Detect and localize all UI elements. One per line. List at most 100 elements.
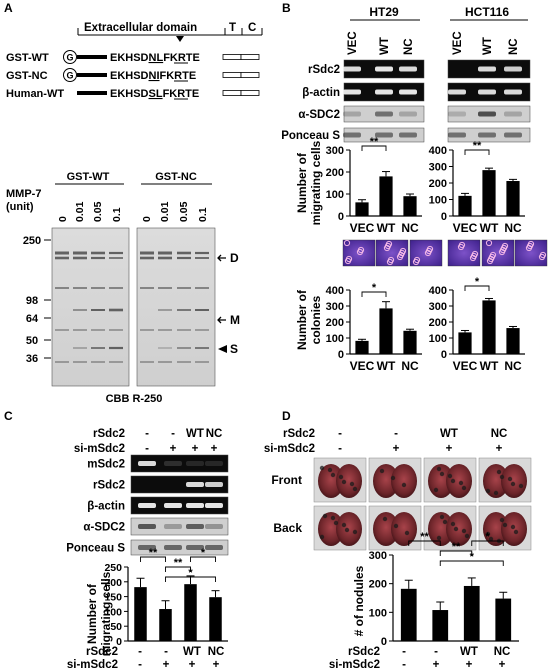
- y-tick-label: 200: [104, 577, 122, 589]
- domain-bracket: Extracellular domain T C: [77, 22, 263, 42]
- y-tick-label: 400: [326, 285, 344, 297]
- y-tick-label: 0: [441, 211, 447, 223]
- y-tick-label: 100: [326, 189, 344, 201]
- x-tick-label: WT: [480, 221, 499, 235]
- domain-bar: [77, 91, 107, 95]
- treatment-value: NC: [494, 646, 511, 658]
- y-tick-label: 300: [429, 162, 447, 174]
- significance-label: *: [485, 531, 490, 543]
- treatment-value: NC: [491, 428, 508, 440]
- panel-letter-b: B: [282, 1, 291, 15]
- gst-tag-icon: [63, 50, 77, 64]
- construct-sequence: EKHSDSLFKRTE: [110, 88, 199, 100]
- migration-ylabel-line1: Number of: [295, 152, 309, 213]
- blot-row-label: mSdc2: [87, 459, 125, 471]
- treatment-value: -: [402, 659, 406, 671]
- gel-header: GST-WT GST-NC MMP-7 (unit) 0 0.01 0.05 0.1 0…: [6, 171, 212, 222]
- cell-line-label-ht29: HT29: [369, 5, 399, 19]
- band-label-s: S: [230, 342, 238, 356]
- x-tick-label: VEC: [453, 359, 478, 373]
- blot-row-label: α-SDC2: [298, 109, 340, 121]
- gel-image: [51, 227, 216, 387]
- construct-row: GST-NC G EKHSDNIFKRTE: [6, 68, 260, 82]
- cyto-domain-box: [240, 54, 260, 60]
- dose-labels: 0 0.01 0.05 0.1 0 0.01 0.05 0.1: [57, 201, 209, 222]
- treatment-value: NC: [206, 428, 223, 440]
- panel-letter-a: A: [4, 1, 13, 15]
- y-tick-label: 100: [326, 333, 344, 345]
- tm-domain-box: [222, 72, 242, 78]
- lung-photo: [423, 457, 477, 503]
- y-tick-label: 100: [369, 607, 387, 619]
- y-tick-label: 100: [429, 195, 447, 207]
- chart-b-migration-hct116: 0 100 200 300 400 VEC WT NC **: [429, 140, 525, 235]
- y-tick-label: 50: [110, 621, 122, 633]
- gel-group-label-wt: GST-WT: [67, 171, 110, 183]
- bar: [482, 170, 496, 216]
- y-tick-label: 300: [326, 301, 344, 313]
- y-tick-label: 100: [104, 606, 122, 618]
- cell-image: [409, 239, 443, 267]
- dose-label: 0.05: [178, 201, 190, 222]
- construct-name: GST-NC: [6, 70, 48, 82]
- y-tick-label: 200: [326, 167, 344, 179]
- mw-marker-label: 250: [23, 235, 41, 247]
- treatment-value: WT: [186, 428, 204, 440]
- migration-cell-images: [342, 239, 548, 267]
- cyto-domain-box: [240, 90, 260, 96]
- panel-letter-d: D: [282, 409, 291, 423]
- bar: [134, 587, 147, 641]
- blot-strip: [130, 475, 229, 494]
- cell-image: [447, 239, 481, 267]
- treatment-value: -: [402, 646, 406, 658]
- treatment-value: +: [211, 443, 218, 455]
- chart-b-colonies-ht29: 0 100 200 300 400 VEC WT NC *: [326, 282, 422, 373]
- lung-photo: [478, 457, 532, 503]
- lung-images: [313, 457, 532, 551]
- blot-row-label: β-actin: [302, 87, 340, 99]
- arrow-left-icon: [217, 316, 226, 324]
- x-tick-label: WT: [377, 221, 396, 235]
- y-tick-label: 300: [326, 145, 344, 157]
- chart-b-colonies-hct116: 0 100 200 300 400 VEC WT NC *: [429, 276, 525, 373]
- panel-b: B HT29 HCT116 VEC WT NC VEC WT NC rSdc2β-acti…: [281, 1, 548, 373]
- x-tick-label: VEC: [453, 221, 478, 235]
- bar: [379, 176, 393, 216]
- treatment-value: WT: [183, 646, 201, 658]
- x-tick-label: NC: [401, 221, 419, 235]
- construct-sequence: EKHSDNLFKRTE: [110, 52, 200, 64]
- y-tick-label: 250: [104, 562, 122, 574]
- dose-label: 0.05: [92, 201, 104, 222]
- bar: [355, 202, 369, 216]
- treatment-value: NC: [208, 646, 225, 658]
- significance-bracket: [165, 576, 216, 582]
- lung-photo: [368, 505, 422, 551]
- treatment-value: -: [394, 428, 398, 440]
- construct-list: GST-WT G EKHSDNLFKRTE GST-NC G EKHSDNIFKRTE Hu…: [6, 50, 260, 100]
- dose-label: 0.1: [111, 207, 123, 222]
- significance-label: **: [420, 531, 429, 543]
- treatment-value: -: [338, 428, 342, 440]
- mutation-site: NL: [149, 52, 164, 64]
- bar: [209, 597, 222, 641]
- construct-row: GST-WT G EKHSDNLFKRTE: [6, 50, 260, 64]
- gst-tag-label: G: [66, 71, 73, 81]
- blot-lane-labels: VEC WT NC VEC WT NC: [347, 31, 520, 55]
- cell-image: [375, 239, 409, 267]
- x-tick-label: NC: [504, 359, 522, 373]
- treatment-value: +: [189, 659, 196, 671]
- lane-label: WT: [379, 37, 391, 55]
- significance-bracket: [464, 149, 490, 155]
- dose-label: 0.01: [74, 201, 86, 222]
- colony-ylabel-line2: colonies: [309, 295, 323, 344]
- blot-strip: [130, 517, 229, 536]
- panel-letter-c: C: [4, 409, 13, 423]
- treatment-value: +: [170, 443, 177, 455]
- construct-sequence: EKHSDNIFKRTE: [110, 70, 196, 82]
- significance-label: **: [452, 541, 461, 553]
- treatment-value: -: [145, 443, 149, 455]
